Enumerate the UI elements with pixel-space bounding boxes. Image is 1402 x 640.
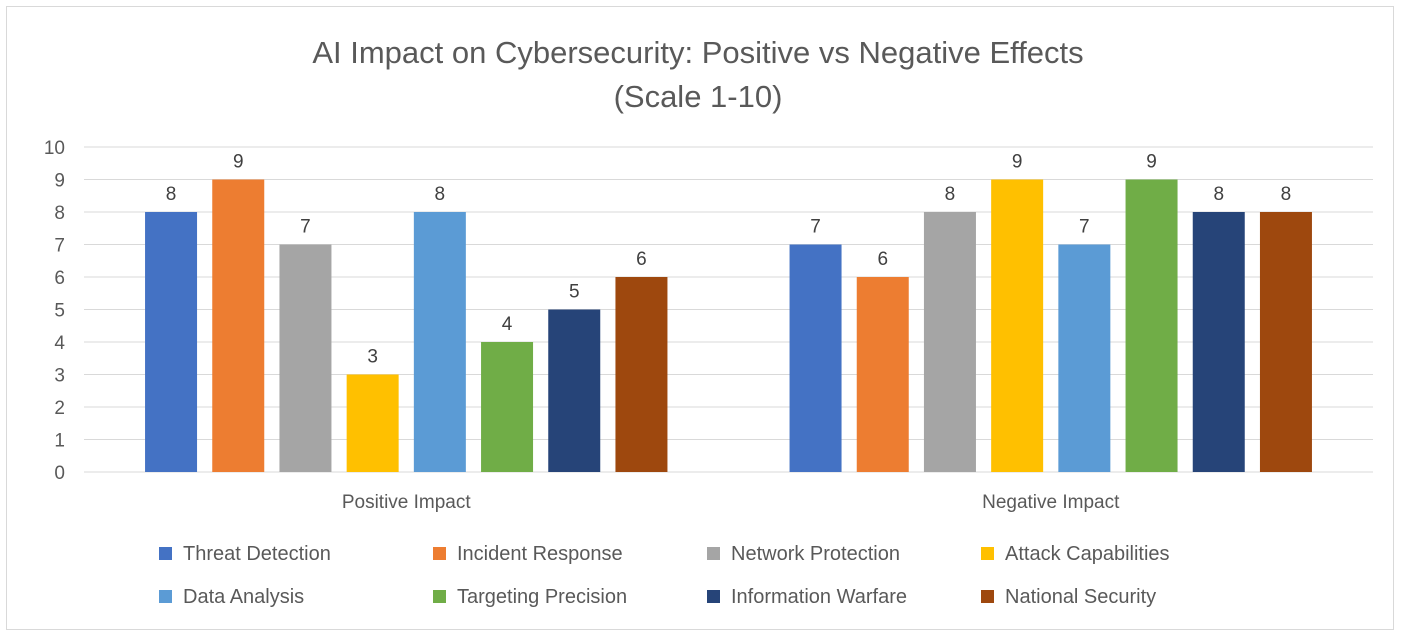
y-tick-label: 2: [54, 398, 65, 419]
data-label: 6: [877, 249, 888, 270]
legend-label: National Security: [1005, 586, 1156, 608]
y-axis-ticks: 0 1 2 3 4 5 6 7 8 9 10: [44, 138, 66, 484]
data-label: 9: [1012, 152, 1023, 173]
data-label: 8: [1213, 184, 1224, 205]
bar: [1259, 212, 1312, 472]
bar-chart: AI Impact on Cybersecurity: Positive vs …: [44, 35, 1373, 608]
bar: [481, 342, 534, 472]
y-tick-label: 0: [54, 463, 65, 484]
bar: [789, 244, 842, 472]
data-label: 9: [233, 152, 244, 173]
bar: [923, 212, 976, 472]
legend-swatch: [981, 547, 994, 560]
legend-swatch: [159, 547, 172, 560]
y-tick-label: 8: [54, 203, 65, 224]
legend-item: Data Analysis: [159, 586, 304, 608]
bar: [856, 277, 909, 472]
legend-item: Incident Response: [433, 543, 623, 565]
bar: [991, 179, 1044, 472]
y-tick-label: 9: [54, 171, 65, 192]
data-label: 7: [300, 217, 311, 238]
legend-swatch: [433, 547, 446, 560]
legend-item: Threat Detection: [159, 543, 331, 565]
data-label: 4: [502, 314, 513, 335]
legend-swatch: [981, 590, 994, 603]
bar: [212, 179, 265, 472]
bars: [145, 179, 1312, 472]
data-label: 5: [569, 282, 580, 303]
data-label: 8: [1281, 184, 1292, 205]
gridlines: [84, 146, 1373, 473]
data-label: 8: [166, 184, 177, 205]
legend-swatch: [159, 590, 172, 603]
chart-title-line2: (Scale 1-10): [614, 79, 783, 114]
bar: [413, 212, 466, 472]
bar: [1125, 179, 1178, 472]
data-label: 7: [810, 217, 821, 238]
y-tick-label: 3: [54, 366, 65, 387]
y-tick-label: 4: [54, 333, 65, 354]
data-label: 8: [945, 184, 956, 205]
legend-label: Data Analysis: [183, 586, 304, 608]
legend: Threat Detection Incident Response Network…: [159, 543, 1170, 608]
data-label: 7: [1079, 217, 1090, 238]
legend-label: Targeting Precision: [457, 586, 627, 608]
bar: [1192, 212, 1245, 472]
y-tick-label: 6: [54, 268, 65, 289]
legend-item: Network Protection: [707, 543, 900, 565]
y-tick-label: 7: [54, 236, 65, 257]
legend-item: Targeting Precision: [433, 586, 627, 608]
bar: [1058, 244, 1111, 472]
legend-item: Information Warfare: [707, 586, 907, 608]
legend-swatch: [433, 590, 446, 603]
x-axis-categories: Positive Impact Negative Impact: [342, 492, 1120, 513]
y-tick-label: 5: [54, 301, 65, 322]
data-label: 9: [1146, 152, 1157, 173]
bar: [548, 309, 601, 472]
legend-label: Attack Capabilities: [1005, 543, 1170, 565]
legend-item: National Security: [981, 586, 1156, 608]
data-label: 6: [636, 249, 647, 270]
legend-item: Attack Capabilities: [981, 543, 1170, 565]
x-category-label: Positive Impact: [342, 492, 472, 513]
data-labels: 8 9 7 3 8 4 5 6 7 6 8 9 7 9 8 8: [166, 152, 1291, 368]
legend-swatch: [707, 547, 720, 560]
x-category-label: Negative Impact: [982, 492, 1120, 513]
bar: [346, 374, 399, 472]
chart-frame: AI Impact on Cybersecurity: Positive vs …: [6, 6, 1394, 630]
bar: [279, 244, 332, 472]
bar: [145, 212, 198, 472]
y-tick-label: 1: [54, 431, 65, 452]
legend-swatch: [707, 590, 720, 603]
legend-label: Threat Detection: [183, 543, 331, 565]
data-label: 8: [435, 184, 446, 205]
data-label: 3: [367, 347, 378, 368]
y-tick-label: 10: [44, 138, 65, 159]
legend-label: Information Warfare: [731, 586, 907, 608]
chart-title-line1: AI Impact on Cybersecurity: Positive vs …: [312, 35, 1083, 70]
legend-label: Incident Response: [457, 543, 623, 565]
bar: [615, 277, 668, 472]
legend-label: Network Protection: [731, 543, 900, 565]
